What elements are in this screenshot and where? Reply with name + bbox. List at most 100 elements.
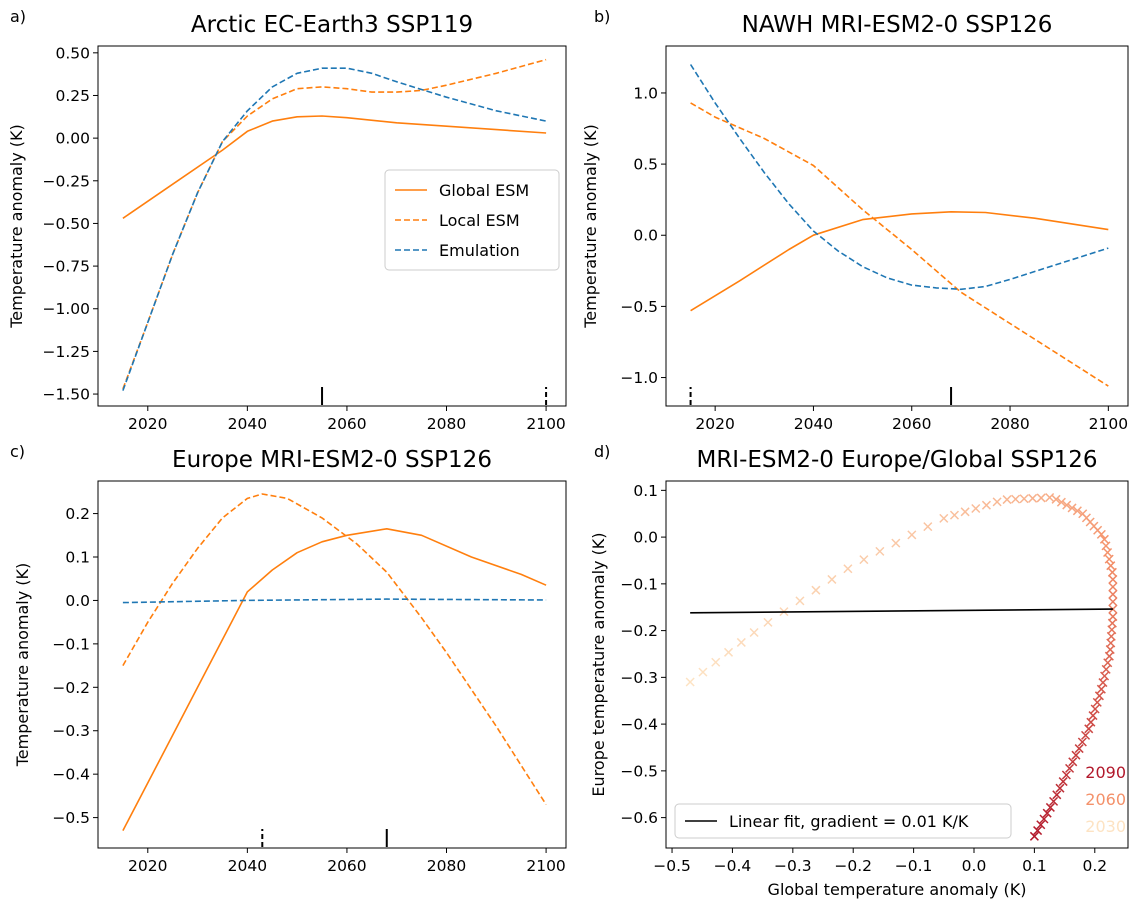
x-tick-label: 2020 <box>128 415 167 433</box>
plot-area <box>689 64 1109 387</box>
y-tick-label: −0.5 <box>620 298 658 316</box>
scatter-point <box>1036 820 1046 830</box>
scatter-point <box>723 647 734 657</box>
y-tick-label: −0.4 <box>52 766 90 784</box>
scatter-point <box>1098 678 1108 688</box>
x-axis-label: Global temperature anomaly (K) <box>768 880 1027 899</box>
scatter-point <box>1039 814 1049 824</box>
y-tick-label: −1.50 <box>43 386 91 404</box>
x-tick-label: 2040 <box>794 415 833 433</box>
scatter-point <box>1108 582 1118 592</box>
scatter-point <box>1092 697 1102 707</box>
scatter-point <box>711 657 721 667</box>
panel-b: NAWH MRI-ESM2-0 SSP126 b) Temperature anom… <box>581 7 1129 433</box>
panel-label: d) <box>594 442 610 461</box>
panel-label: a) <box>10 7 26 26</box>
x-tick-label: 0.2 <box>1082 857 1107 875</box>
y-tick-label: 0.5 <box>633 156 658 174</box>
scatter-point <box>685 677 695 687</box>
scatter-point <box>1052 790 1062 800</box>
x-tick-label: 2040 <box>228 415 267 433</box>
scatter-point <box>960 507 970 517</box>
y-tick-label: 0.0 <box>65 592 90 610</box>
y-tick-label: 0.00 <box>55 130 90 148</box>
scatter-point <box>1061 770 1071 780</box>
chart-title: NAWH MRI-ESM2-0 SSP126 <box>742 12 1053 38</box>
series-global-esm <box>122 115 547 219</box>
linear-fit-line <box>690 608 1113 614</box>
scatter-point <box>1100 671 1110 681</box>
y-tick-label: 0.25 <box>55 87 90 105</box>
x-tick-label: 0.1 <box>1022 857 1047 875</box>
scatter-point <box>981 500 991 510</box>
y-tick-label: −0.3 <box>52 722 90 740</box>
plot-area <box>122 493 547 831</box>
x-tick-label: 2060 <box>892 415 931 433</box>
x-tick-label: 2100 <box>526 857 565 875</box>
year-label: 2090 <box>1085 763 1126 782</box>
scatter-point <box>736 637 746 647</box>
scatter-point <box>1104 554 1114 564</box>
y-tick-label: −0.6 <box>620 809 658 827</box>
y-tick-label: 1.0 <box>633 84 658 102</box>
y-tick-label: 0.1 <box>65 549 90 567</box>
chart-title: Arctic EC-Earth3 SSP119 <box>191 12 473 38</box>
y-axis-label: Temperature anomaly (K) <box>581 124 600 329</box>
scatter-point <box>1108 589 1118 599</box>
x-tick-label: 2060 <box>327 857 366 875</box>
y-tick-label: 0.50 <box>55 44 90 62</box>
legend-label: Local ESM <box>439 211 520 230</box>
y-axis-label: Temperature anomaly (K) <box>13 563 32 768</box>
scatter-point <box>907 530 917 540</box>
x-tick-label: 2020 <box>695 415 734 433</box>
x-tick-label: 2100 <box>526 415 565 433</box>
scatter-point <box>1101 541 1111 551</box>
y-tick-label: −0.25 <box>43 172 91 190</box>
scatter-point <box>1106 561 1116 571</box>
y-tick-label: 0.0 <box>633 227 658 245</box>
axes-frame <box>97 480 567 849</box>
scatter-point <box>1002 495 1012 505</box>
legend-label: Global ESM <box>439 181 529 200</box>
axes-frame <box>97 45 567 407</box>
series-emulation <box>122 598 547 604</box>
scatter-point <box>1103 547 1113 558</box>
series-local-esm <box>122 58 547 390</box>
scatter-point <box>1062 500 1072 510</box>
legend-label: Linear fit, gradient = 0.01 K/K <box>729 812 969 831</box>
x-tick-label: 2020 <box>128 857 167 875</box>
scatter-point <box>939 513 949 523</box>
y-axis-label: Europe temperature anomaly (K) <box>589 532 608 796</box>
y-tick-label: −1.25 <box>43 343 91 361</box>
panel-d: MRI-ESM2-0 Europe/Global SSP126 d) Europe … <box>589 442 1129 899</box>
scatter-point <box>795 596 805 606</box>
scatter-point <box>1045 802 1055 812</box>
scatter-point <box>1090 704 1100 714</box>
plot-area <box>685 492 1118 841</box>
panel-label: b) <box>594 7 610 26</box>
scatter-point <box>992 497 1002 507</box>
scatter-point <box>1011 494 1021 504</box>
legend: Global ESM Local ESM Emulation <box>384 169 560 271</box>
panel-c: Europe MRI-ESM2-0 SSP126 c) Temperature an… <box>10 442 567 875</box>
scatter-point <box>1042 808 1052 818</box>
legend: Linear fit, gradient = 0.01 K/K <box>674 803 1012 839</box>
scatter-point <box>1045 492 1055 503</box>
scatter-point <box>1084 724 1094 734</box>
y-tick-label: −0.1 <box>52 635 90 653</box>
series-emulation <box>689 64 1109 291</box>
scatter-point <box>1074 744 1084 754</box>
chart-title: MRI-ESM2-0 Europe/Global SSP126 <box>696 447 1097 473</box>
series-local-esm <box>690 102 1109 387</box>
scatter-point <box>1101 664 1111 674</box>
scatter-point <box>1029 831 1039 841</box>
scatter-point <box>1108 574 1118 584</box>
scatter-point <box>859 555 869 565</box>
x-tick-label: 2080 <box>427 857 466 875</box>
scatter-point <box>749 627 759 638</box>
scatter-point <box>1096 684 1106 694</box>
y-tick-label: 0.2 <box>65 505 90 523</box>
scatter-point <box>1107 567 1117 577</box>
scatter-point <box>1103 658 1113 668</box>
